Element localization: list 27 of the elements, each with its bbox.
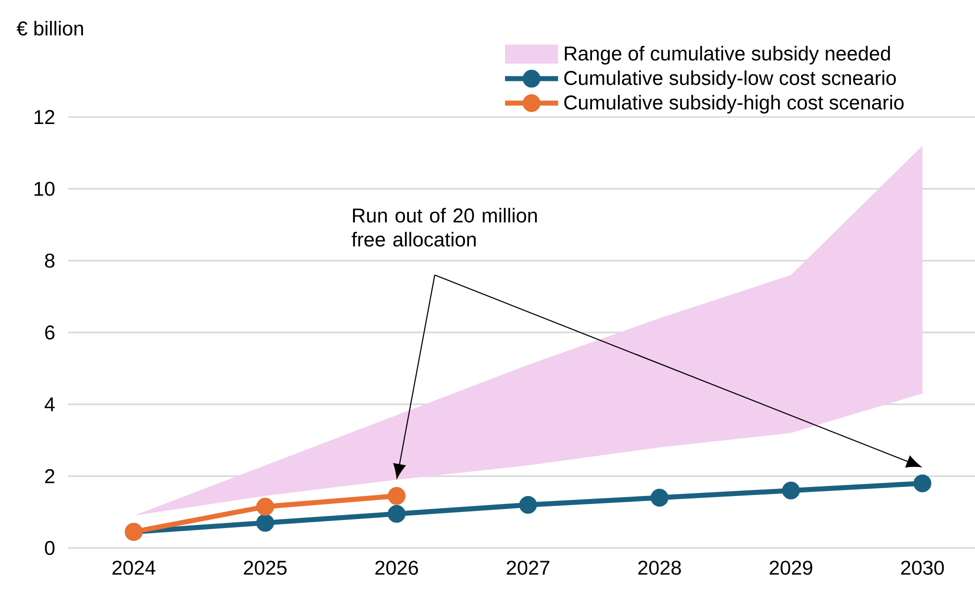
x-tick-label: 2029 — [770, 560, 812, 575]
x-tick-label: 2025 — [244, 560, 287, 575]
x-tick-label: 2026 — [375, 560, 418, 575]
y-tick-label: 12 — [34, 110, 54, 124]
y-tick-label: 0 — [44, 540, 55, 556]
point — [388, 504, 406, 523]
point — [256, 514, 274, 532]
y-tick-label: 8 — [45, 254, 54, 268]
y-tick-label: 4 — [44, 397, 55, 412]
legend-label: Cumulative subsidy-low cost scneario — [564, 70, 896, 90]
point — [782, 482, 800, 500]
legend-label: Cumulative subsidy-high cost scenario — [564, 94, 904, 114]
point — [519, 496, 537, 514]
point — [256, 498, 274, 516]
point — [388, 487, 406, 505]
y-tick-label: 6 — [45, 325, 54, 340]
annotation: Run out of 20 million free allocation — [352, 208, 537, 247]
y-axis-title: € billion — [16, 20, 83, 36]
point — [650, 488, 668, 507]
x-tick-label: 2024 — [112, 560, 156, 575]
legend-label: Range of cumulative subsidy needed — [564, 46, 890, 65]
x-tick-label: 2030 — [901, 560, 944, 575]
x-tick-label: 2028 — [638, 560, 681, 575]
x-tick-label: 2027 — [506, 560, 550, 575]
point — [914, 474, 932, 492]
y-tick-label: 2 — [45, 469, 54, 484]
y-tick-label: 10 — [34, 182, 54, 196]
